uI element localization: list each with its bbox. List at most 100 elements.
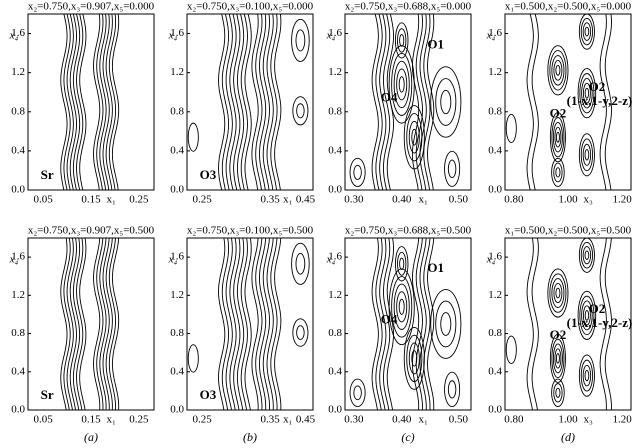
contour — [584, 310, 590, 321]
contour — [440, 312, 452, 336]
atom-label: (1-x,1-y,2-z) — [567, 93, 633, 108]
contour — [419, 13, 427, 191]
y-axis-label: x₄ — [486, 30, 496, 42]
contour — [555, 64, 561, 76]
y-tick-label: 1.2 — [328, 289, 342, 301]
y-tick-label: 0.0 — [488, 404, 502, 416]
contour — [353, 164, 362, 180]
contour — [505, 335, 517, 365]
contour — [393, 60, 410, 109]
contour — [531, 237, 539, 411]
x-tick-label: x₁ — [283, 414, 293, 426]
contour — [551, 338, 565, 379]
contour — [397, 28, 407, 53]
contour — [388, 268, 415, 346]
x-tick-label: 1.00 — [558, 414, 578, 426]
x-tick-label: 0.40 — [392, 194, 412, 206]
contour — [551, 278, 565, 308]
y-tick-label: 0.4 — [11, 365, 25, 377]
contour — [584, 369, 590, 382]
y-tick-label: 1.2 — [328, 66, 342, 78]
contour — [108, 237, 117, 411]
x-tick-label: 1.20 — [613, 194, 633, 206]
x-tick-label: x₃ — [583, 414, 593, 426]
plot-frame — [344, 13, 472, 191]
y-tick-label: 0.0 — [328, 184, 342, 196]
contour — [270, 237, 278, 411]
y-tick-label: 0.4 — [11, 144, 25, 156]
contour — [391, 276, 413, 338]
y-tick-label: 1.2 — [488, 289, 502, 301]
y-tick-label: 0.8 — [488, 327, 502, 339]
contour — [218, 13, 226, 191]
y-axis-label: x₄ — [168, 30, 178, 42]
y-tick-label: 0.4 — [328, 365, 342, 377]
contour — [580, 241, 594, 269]
contour — [579, 295, 595, 336]
contour — [292, 318, 309, 347]
contour — [244, 237, 252, 411]
atom-label: O4 — [381, 89, 398, 104]
contour — [105, 237, 113, 411]
contour — [66, 237, 74, 411]
panel: x₂=0.750,x₃=0.100,x₅=0.000 0.0 0.4 0.8 1.2 1.… — [168, 1, 316, 206]
x-tick-label: 0.30 — [344, 194, 364, 206]
atom-label: O2 — [550, 327, 567, 342]
contour — [581, 300, 593, 331]
contour — [555, 387, 561, 398]
contour — [430, 66, 462, 138]
contour — [549, 112, 566, 163]
contour — [187, 122, 199, 152]
contour — [108, 13, 117, 191]
x-tick-label: 0.80 — [504, 414, 524, 426]
y-tick-label: 1.6 — [488, 27, 502, 39]
panel: x₁=0.500,x₂=0.500,x₅=0.000 0.0 0.4 0.8 1.2 1.… — [486, 1, 633, 206]
contour — [233, 13, 241, 191]
y-tick-label: 1.2 — [11, 289, 25, 301]
x-tick-label: 1.20 — [613, 414, 633, 426]
contour — [349, 157, 366, 187]
panel: x₂=0.750,x₃=0.907,x₅=0.500 0.0 0.4 0.8 1.2 1.… — [9, 225, 155, 426]
contour — [408, 342, 420, 375]
contour — [408, 120, 420, 154]
contour — [63, 13, 71, 191]
contour — [266, 237, 274, 411]
panel-header: x₂=0.750,x₃=0.907,x₅=0.500 — [28, 225, 155, 237]
contour — [547, 268, 569, 318]
contour — [551, 55, 565, 86]
y-tick-label: 1.2 — [170, 66, 184, 78]
contour — [270, 13, 278, 191]
contour — [403, 105, 425, 170]
contour — [111, 237, 120, 411]
atom-label: O4 — [381, 312, 398, 327]
y-tick-label: 0.4 — [488, 144, 502, 156]
contour — [240, 13, 248, 191]
y-tick-label: 1.6 — [170, 27, 184, 39]
contour — [105, 13, 113, 191]
contour — [251, 237, 259, 411]
caption: (d) — [561, 430, 575, 444]
contour — [393, 283, 410, 330]
y-tick-label: 1.6 — [328, 251, 342, 263]
x-tick-label: x₁ — [418, 194, 428, 206]
contour — [577, 68, 597, 119]
y-tick-label: 0.8 — [488, 105, 502, 117]
contour — [580, 17, 594, 46]
x-tick-label: 0.40 — [392, 414, 412, 426]
contour — [403, 326, 425, 390]
plot-frame — [504, 13, 632, 191]
y-tick-label: 0.4 — [488, 365, 502, 377]
y-axis-label: x₄ — [9, 254, 19, 266]
contour — [447, 380, 457, 399]
contour — [604, 13, 612, 191]
y-axis-label: x₄ — [326, 254, 336, 266]
contour — [236, 13, 245, 191]
contour — [102, 13, 110, 191]
contour — [547, 45, 569, 96]
contour — [379, 13, 387, 191]
plot-frame — [186, 13, 314, 191]
y-tick-label: 1.2 — [170, 289, 184, 301]
contour — [60, 237, 68, 411]
contour — [578, 354, 595, 397]
